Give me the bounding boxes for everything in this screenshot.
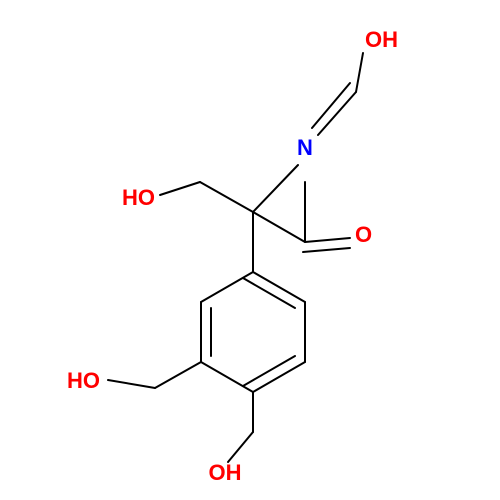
- atom-O1: O: [355, 222, 372, 247]
- atom-N: N: [297, 135, 313, 160]
- molecule-diagram: OH N HO O HO OH: [0, 0, 500, 500]
- atom-HO2: HO: [67, 368, 100, 393]
- atom-OH2: OH: [209, 460, 242, 485]
- atom-HO1: HO: [122, 185, 155, 210]
- atom-OH1: OH: [365, 27, 398, 52]
- background: [0, 0, 500, 500]
